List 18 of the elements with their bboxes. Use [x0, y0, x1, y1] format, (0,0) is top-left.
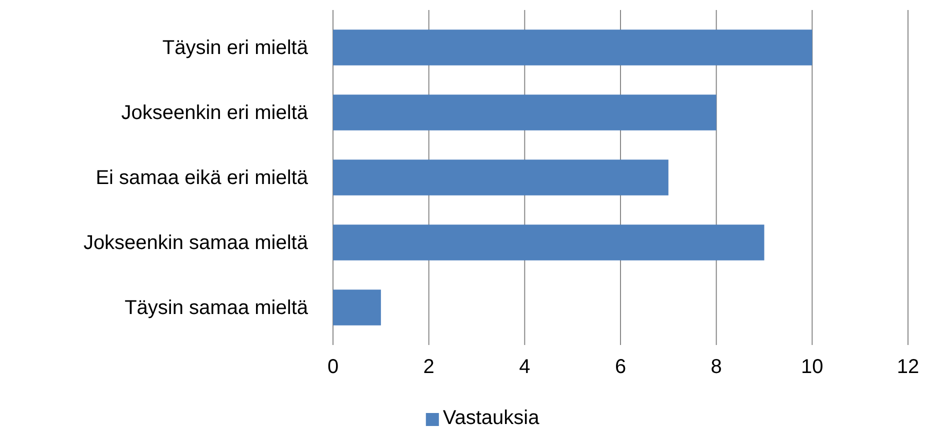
x-tick-label: 2 — [423, 356, 434, 378]
bar — [333, 160, 668, 196]
legend-label: Vastauksia — [442, 407, 540, 429]
y-tick-label: Täysin eri mieltä — [162, 36, 309, 59]
bar — [333, 94, 716, 130]
x-tick-label: 6 — [614, 356, 626, 378]
x-tick-label: 10 — [801, 356, 824, 378]
y-tick-label: Jokseenkin samaa mieltä — [83, 232, 309, 254]
x-tick-label: 12 — [896, 356, 920, 378]
x-tick-label: 4 — [519, 356, 530, 378]
y-tick-label: Jokseenkin eri mieltä — [121, 102, 309, 124]
bar — [333, 224, 764, 260]
y-tick-label: Ei samaa eikä eri mieltä — [96, 166, 309, 189]
y-tick-label: Täysin samaa mieltä — [124, 296, 309, 319]
x-tick-label: 8 — [710, 356, 722, 378]
bar — [333, 290, 381, 326]
x-tick-label: 0 — [327, 356, 339, 378]
bar — [333, 30, 812, 66]
